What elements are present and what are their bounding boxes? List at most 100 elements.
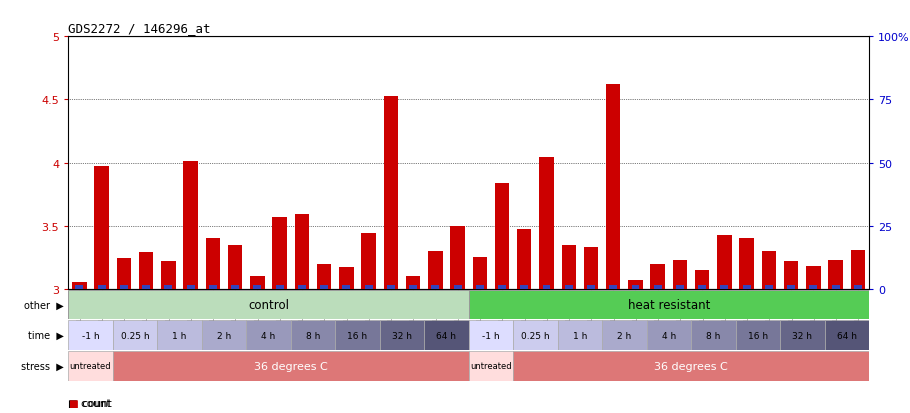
Bar: [428, 251, 442, 289]
Text: 8 h: 8 h: [306, 331, 320, 340]
Bar: [735, 320, 780, 350]
Text: time  ▶: time ▶: [28, 330, 64, 340]
Bar: [565, 285, 572, 290]
Bar: [469, 290, 869, 320]
Text: other  ▶: other ▶: [24, 300, 64, 310]
Bar: [250, 277, 265, 289]
Bar: [584, 247, 598, 289]
Text: 1 h: 1 h: [572, 331, 587, 340]
Bar: [561, 245, 576, 289]
Bar: [113, 351, 469, 381]
Bar: [517, 230, 531, 289]
Bar: [116, 259, 131, 289]
Bar: [498, 285, 506, 290]
Bar: [184, 162, 197, 289]
Text: 0.25 h: 0.25 h: [121, 331, 149, 340]
Bar: [120, 285, 127, 290]
Text: stress  ▶: stress ▶: [21, 361, 64, 371]
Text: 2 h: 2 h: [217, 331, 231, 340]
Bar: [361, 234, 376, 289]
Bar: [698, 285, 706, 290]
Bar: [72, 283, 86, 289]
Bar: [647, 320, 691, 350]
Bar: [651, 264, 665, 289]
Bar: [824, 320, 869, 350]
Text: 8 h: 8 h: [706, 331, 721, 340]
Bar: [672, 260, 687, 289]
Bar: [472, 258, 487, 289]
Bar: [450, 226, 465, 289]
Text: count: count: [79, 399, 112, 408]
Bar: [676, 285, 684, 290]
Bar: [740, 239, 753, 289]
Bar: [431, 285, 440, 290]
Bar: [317, 264, 331, 289]
Bar: [542, 285, 551, 290]
Bar: [765, 285, 773, 290]
Bar: [209, 285, 217, 290]
Bar: [721, 285, 728, 290]
Bar: [406, 277, 420, 289]
Bar: [113, 320, 157, 350]
Bar: [165, 285, 172, 290]
Bar: [228, 245, 242, 289]
Text: 4 h: 4 h: [261, 331, 276, 340]
Bar: [602, 320, 647, 350]
Bar: [854, 285, 862, 290]
Text: 36 degrees C: 36 degrees C: [654, 361, 728, 371]
Bar: [187, 285, 195, 290]
Bar: [387, 285, 395, 290]
Bar: [161, 261, 176, 289]
Bar: [780, 320, 824, 350]
Text: 36 degrees C: 36 degrees C: [254, 361, 328, 371]
Bar: [628, 280, 642, 289]
Bar: [365, 285, 372, 290]
Bar: [335, 320, 379, 350]
Text: 16 h: 16 h: [348, 331, 368, 340]
Bar: [495, 183, 510, 289]
Bar: [97, 285, 106, 290]
Bar: [379, 320, 424, 350]
Bar: [76, 285, 84, 290]
Bar: [513, 320, 558, 350]
Bar: [558, 320, 602, 350]
Bar: [253, 285, 261, 290]
Text: 4 h: 4 h: [662, 331, 676, 340]
Bar: [68, 351, 113, 381]
Text: control: control: [248, 298, 289, 311]
Text: 16 h: 16 h: [748, 331, 768, 340]
Text: 64 h: 64 h: [437, 331, 457, 340]
Bar: [95, 167, 109, 289]
Bar: [587, 285, 595, 290]
Bar: [68, 290, 469, 320]
Bar: [610, 285, 617, 290]
Bar: [320, 285, 328, 290]
Bar: [469, 351, 513, 381]
Bar: [695, 270, 710, 289]
Bar: [290, 320, 335, 350]
Bar: [787, 285, 795, 290]
Bar: [139, 253, 153, 289]
Bar: [632, 285, 640, 290]
Bar: [410, 285, 417, 290]
Bar: [851, 250, 865, 289]
Bar: [653, 285, 662, 290]
Text: untreated: untreated: [470, 361, 511, 370]
Text: GDS2272 / 146296_at: GDS2272 / 146296_at: [68, 21, 211, 35]
Bar: [206, 239, 220, 289]
Text: 32 h: 32 h: [793, 331, 813, 340]
Bar: [521, 285, 528, 290]
Text: ■ count: ■ count: [68, 399, 111, 408]
Bar: [743, 285, 751, 290]
Text: 64 h: 64 h: [837, 331, 857, 340]
Bar: [272, 217, 287, 289]
Bar: [810, 285, 817, 290]
Text: -1 h: -1 h: [482, 331, 500, 340]
Bar: [231, 285, 239, 290]
Bar: [142, 285, 150, 290]
Bar: [828, 260, 843, 289]
Text: ■: ■: [68, 399, 78, 408]
Text: heat resistant: heat resistant: [628, 298, 710, 311]
Bar: [691, 320, 735, 350]
Text: 1 h: 1 h: [172, 331, 187, 340]
